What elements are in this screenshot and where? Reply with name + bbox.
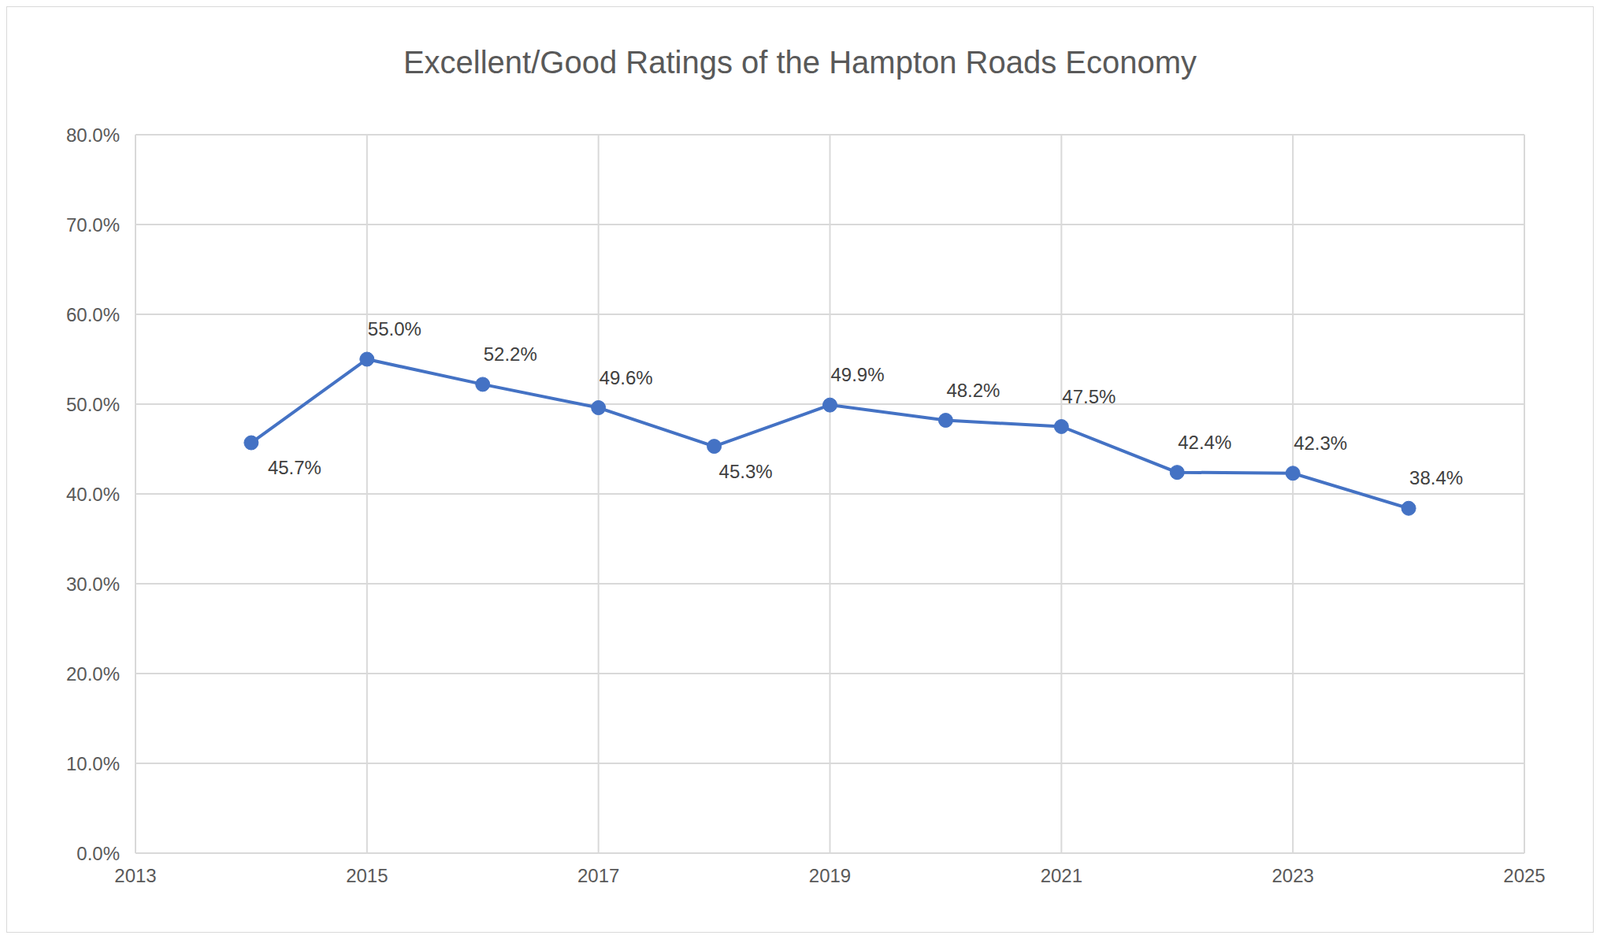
- svg-text:52.2%: 52.2%: [483, 343, 538, 365]
- svg-text:2015: 2015: [345, 864, 388, 887]
- svg-text:48.2%: 48.2%: [946, 379, 1000, 401]
- svg-text:60.0%: 60.0%: [66, 304, 120, 326]
- svg-text:2025: 2025: [1503, 864, 1545, 887]
- svg-text:45.7%: 45.7%: [267, 456, 322, 479]
- svg-text:38.4%: 38.4%: [1409, 467, 1463, 489]
- svg-text:42.3%: 42.3%: [1293, 432, 1348, 454]
- svg-text:49.6%: 49.6%: [599, 367, 654, 389]
- svg-text:2021: 2021: [1040, 864, 1083, 887]
- svg-text:45.3%: 45.3%: [719, 460, 773, 483]
- svg-text:80.0%: 80.0%: [66, 124, 120, 146]
- svg-text:2023: 2023: [1271, 864, 1314, 887]
- svg-text:49.9%: 49.9%: [830, 363, 884, 386]
- svg-text:55.0%: 55.0%: [367, 318, 422, 340]
- svg-text:50.0%: 50.0%: [66, 393, 120, 416]
- svg-text:30.0%: 30.0%: [66, 573, 120, 595]
- svg-text:40.0%: 40.0%: [66, 483, 120, 505]
- html-text:Excellent/Good Ratings of the: Excellent/Good Ratings of the Hampton Ro…: [403, 44, 1197, 80]
- svg-text:0.0%: 0.0%: [76, 842, 120, 865]
- svg-text:2017: 2017: [577, 864, 620, 887]
- svg-text:2013: 2013: [114, 864, 156, 887]
- svg-text:42.4%: 42.4%: [1177, 431, 1232, 453]
- svg-text:70.0%: 70.0%: [66, 214, 120, 236]
- svg-text:10.0%: 10.0%: [66, 753, 120, 775]
- svg-text:2019: 2019: [809, 864, 851, 887]
- svg-text:47.5%: 47.5%: [1061, 386, 1116, 408]
- svg-text:20.0%: 20.0%: [66, 663, 120, 685]
